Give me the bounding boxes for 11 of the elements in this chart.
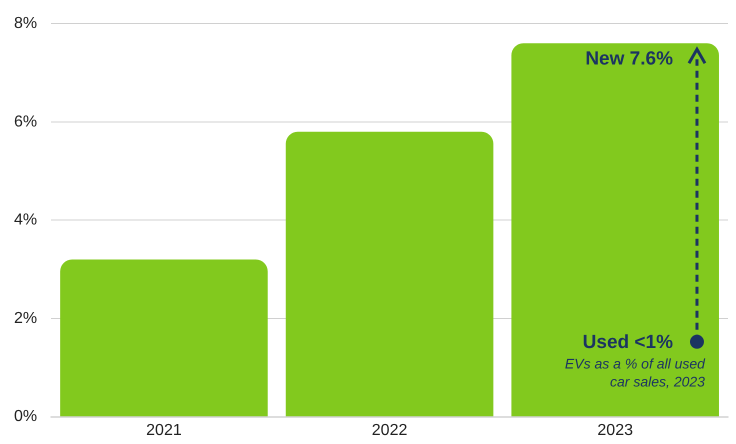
- y-tick-label: 4%: [14, 212, 38, 229]
- annotation: Used <1%: [582, 332, 674, 354]
- y-tick-label: 2%: [14, 310, 38, 327]
- x-tick-label: 2022: [372, 422, 408, 439]
- y-tick-label: 8%: [14, 15, 38, 32]
- x-tick-label: 2023: [597, 422, 634, 439]
- annotation: New 7.6%: [585, 48, 674, 70]
- y-tick-label: 6%: [14, 113, 38, 130]
- x-tick-label: 2021: [146, 422, 182, 439]
- y-tick-label: 0%: [14, 408, 38, 426]
- annotation: EVs as a % of all used car sales, 2023: [564, 356, 706, 390]
